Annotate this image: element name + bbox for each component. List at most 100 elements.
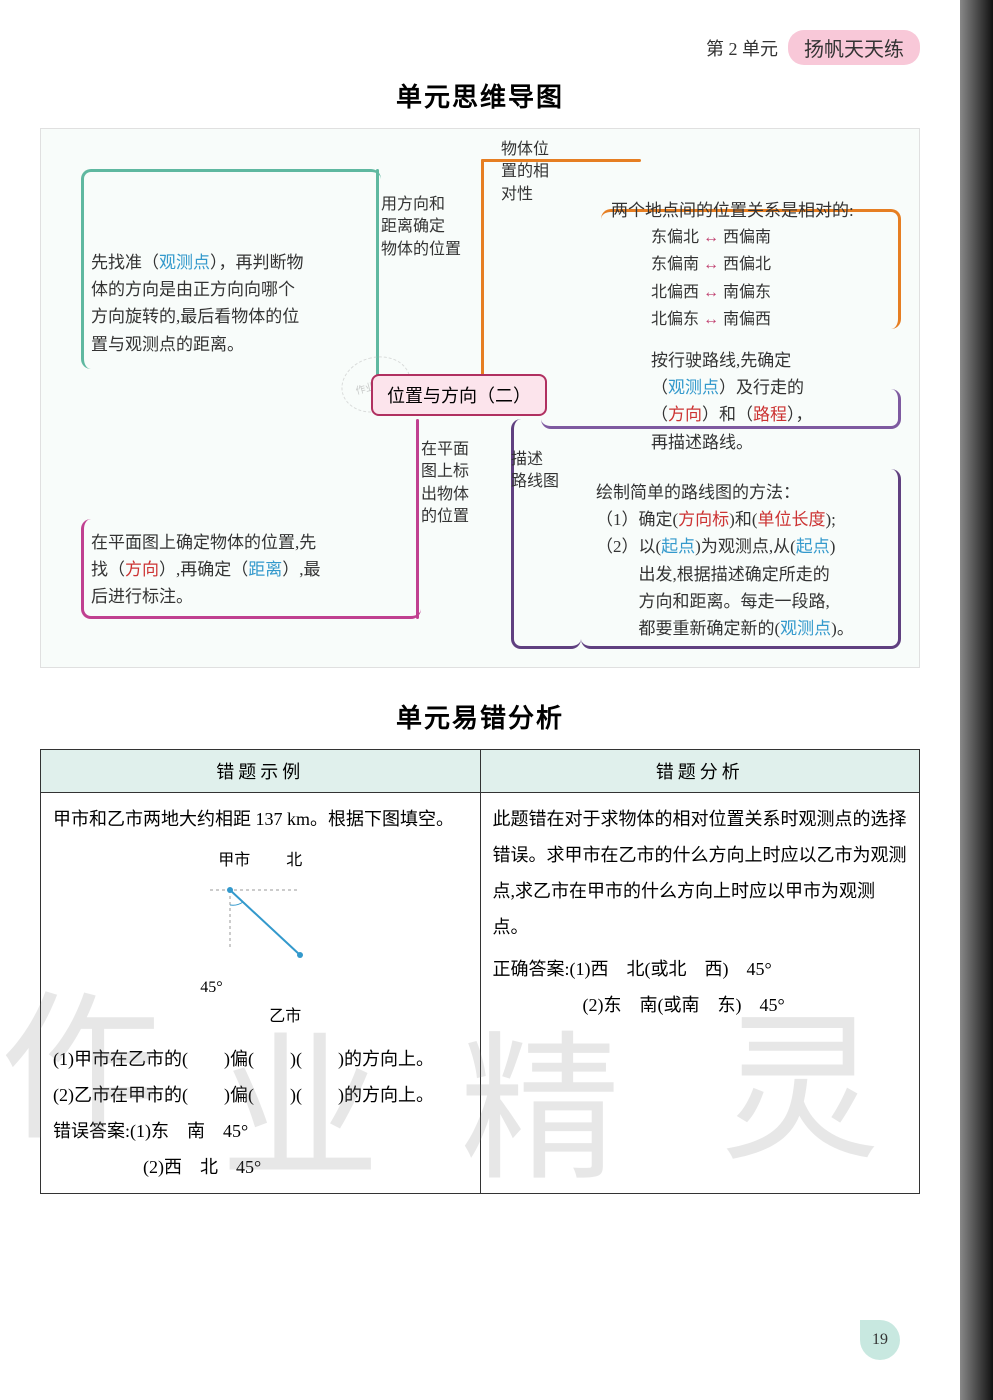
right-mid-text: 按行驶路线,先确定 （观测点）及行走的 （方向）和（路程）， 再描述路线。 bbox=[651, 347, 911, 456]
txt: )。 bbox=[831, 619, 854, 638]
angle-arc bbox=[230, 902, 243, 905]
kw: 起点 bbox=[661, 537, 695, 556]
mindmap: 作业 精灵 位置与方向（二） 用方向和 距离确定 物体的位置 物体位 置的相 对… bbox=[40, 128, 920, 668]
analysis-cell: 此题错在对于求物体的相对位置关系时观测点的选择错误。求甲市在乙市的什么方向上时应… bbox=[480, 793, 920, 1194]
main-line bbox=[230, 890, 300, 955]
page-number: 19 bbox=[860, 1320, 900, 1360]
correct-answers: 正确答案:(1)西 北(或北 西) 45° (2)东 南(或南 东) 45° bbox=[493, 951, 908, 1023]
left-text: 先找准（观测点），再判断物 体的方向是由正方向向哪个 方向旋转的,最后看物体的位… bbox=[91, 249, 371, 358]
txt: ）和（ bbox=[702, 405, 753, 424]
txt: )为观测点,从( bbox=[695, 537, 796, 556]
txt: 在平面图上确定物体的位置,先 bbox=[91, 533, 316, 552]
txt: 置与观测点的距离。 bbox=[91, 335, 244, 354]
txt: ），再判断物 bbox=[210, 253, 304, 272]
txt: ）,再确定（ bbox=[159, 560, 248, 579]
txt: （ bbox=[651, 405, 668, 424]
example-intro: 甲市和乙市两地大约相距 137 km。根据下图填空。 bbox=[53, 801, 468, 837]
mindmap-title: 单元思维导图 bbox=[40, 77, 920, 114]
txt: 按行驶路线,先确定 bbox=[651, 351, 791, 370]
unit-badge: 扬帆天天练 bbox=[788, 30, 920, 65]
pa: 东偏北 bbox=[651, 229, 699, 246]
th-analysis: 错题分析 bbox=[480, 750, 920, 793]
table-row: 甲市和乙市两地大约相距 137 km。根据下图填空。 甲市 北 4 bbox=[41, 793, 920, 1194]
txt: （2）以( bbox=[596, 537, 661, 556]
pb: 南偏东 bbox=[723, 284, 771, 301]
pa: 北偏东 bbox=[651, 311, 699, 328]
pa: 东偏南 bbox=[651, 256, 699, 273]
txt: 方向和距离。每走一段路, bbox=[596, 592, 830, 611]
wrong-answers: 错误答案:(1)东 南 45° (2)西 北 45° bbox=[53, 1113, 468, 1185]
txt: 两个地点间的位置关系是相对的: bbox=[611, 197, 911, 224]
kw: 路程 bbox=[753, 405, 787, 424]
center-node: 位置与方向（二） bbox=[371, 374, 547, 416]
pair-row: 东偏北↔西偏南 bbox=[651, 224, 911, 251]
txt: 体的方向是由正方向向哪个 bbox=[91, 280, 295, 299]
txt: 出发,根据描述确定所走的 bbox=[596, 565, 830, 584]
txt: ) bbox=[830, 537, 836, 556]
q1: (1)甲市在乙市的( )偏( )( )的方向上。 bbox=[53, 1041, 468, 1077]
txt: 都要重新确定新的( bbox=[596, 619, 780, 638]
bottom-right-text: 绘制简单的路线图的方法： （1）确定(方向标)和(单位长度); （2）以(起点)… bbox=[596, 479, 916, 642]
pb: 西偏北 bbox=[723, 256, 771, 273]
kw: 单位长度 bbox=[758, 510, 826, 529]
pair-row: 北偏西↔南偏东 bbox=[651, 279, 911, 306]
city-b: 乙市 bbox=[170, 1003, 350, 1032]
sub-bottom-mid: 描述 路线图 bbox=[511, 449, 559, 494]
pair-row: 北偏东↔南偏西 bbox=[651, 306, 911, 333]
right-top-text: 两个地点间的位置关系是相对的: 东偏北↔西偏南 东偏南↔西偏北 北偏西↔南偏东 … bbox=[611, 197, 911, 333]
connector-orange-v bbox=[481, 159, 484, 379]
kw: 观测点 bbox=[159, 253, 210, 272]
kw: 观测点 bbox=[780, 619, 831, 638]
txt: 先找准（ bbox=[91, 253, 159, 272]
arrow-icon: ↔ bbox=[699, 256, 723, 273]
txt: 方向旋转的,最后看物体的位 bbox=[91, 307, 299, 326]
correct-label: 正确答案: bbox=[493, 959, 570, 979]
arrow-icon: ↔ bbox=[699, 229, 723, 246]
sub-top-mid: 物体位 置的相 对性 bbox=[501, 139, 549, 206]
direction-pairs: 东偏北↔西偏南 东偏南↔西偏北 北偏西↔南偏东 北偏东↔南偏西 bbox=[611, 224, 911, 333]
txt: 再描述路线。 bbox=[651, 433, 753, 452]
arrow-icon: ↔ bbox=[699, 311, 723, 328]
book-edge bbox=[960, 0, 993, 1400]
error-table: 错题示例 错题分析 甲市和乙市两地大约相距 137 km。根据下图填空。 甲市 … bbox=[40, 749, 920, 1194]
kw: 方向 bbox=[125, 560, 159, 579]
txt: ); bbox=[826, 510, 836, 529]
txt: ）， bbox=[787, 405, 813, 424]
point-b bbox=[297, 952, 303, 958]
north-label: 北 bbox=[286, 852, 302, 869]
pb: 南偏西 bbox=[723, 311, 771, 328]
kw: 起点 bbox=[796, 537, 830, 556]
wrong2: (2)西 北 45° bbox=[53, 1157, 261, 1177]
q2: (2)乙市在甲市的( )偏( )( )的方向上。 bbox=[53, 1077, 468, 1113]
example-cell: 甲市和乙市两地大约相距 137 km。根据下图填空。 甲市 北 4 bbox=[41, 793, 481, 1194]
table-header-row: 错题示例 错题分析 bbox=[41, 750, 920, 793]
txt: 后进行标注。 bbox=[91, 587, 193, 606]
txt: （ bbox=[651, 378, 668, 397]
city-a: 甲市 bbox=[218, 852, 250, 869]
txt: )和( bbox=[729, 510, 757, 529]
txt: ）,最 bbox=[282, 560, 320, 579]
txt: （1）确定( bbox=[596, 510, 678, 529]
kw: 距离 bbox=[248, 560, 282, 579]
diagram: 甲市 北 45° 乙市 bbox=[170, 847, 350, 1031]
sub-top-left: 用方向和 距离确定 物体的位置 bbox=[381, 194, 461, 261]
th-example: 错题示例 bbox=[41, 750, 481, 793]
unit-prefix: 第 2 单元 bbox=[706, 35, 778, 61]
wrong1: (1)东 南 45° bbox=[130, 1121, 248, 1141]
txt: ）及行走的 bbox=[719, 378, 804, 397]
txt: 绘制简单的路线图的方法： bbox=[596, 483, 800, 502]
angle-diagram-svg bbox=[190, 880, 330, 970]
kw: 方向标 bbox=[678, 510, 729, 529]
kw: 观测点 bbox=[668, 378, 719, 397]
a1: (1)西 北(或北 西) 45° bbox=[570, 959, 772, 979]
connector-teal-v bbox=[376, 169, 379, 379]
analysis-text: 此题错在对于求物体的相对位置关系时观测点的选择错误。求甲市在乙市的什么方向上时应… bbox=[493, 801, 908, 945]
sub-bottom-left: 在平面 图上标 出物体 的位置 bbox=[421, 439, 469, 529]
pb: 西偏南 bbox=[723, 229, 771, 246]
page: 第 2 单元 扬帆天天练 单元思维导图 作业 精灵 位置与方向（二） 用方向和 … bbox=[0, 0, 960, 1400]
arrow-icon: ↔ bbox=[699, 284, 723, 301]
error-title: 单元易错分析 bbox=[40, 698, 920, 735]
header: 第 2 单元 扬帆天天练 bbox=[40, 30, 920, 65]
connector-magenta-v bbox=[416, 419, 419, 619]
txt: 找（ bbox=[91, 560, 125, 579]
